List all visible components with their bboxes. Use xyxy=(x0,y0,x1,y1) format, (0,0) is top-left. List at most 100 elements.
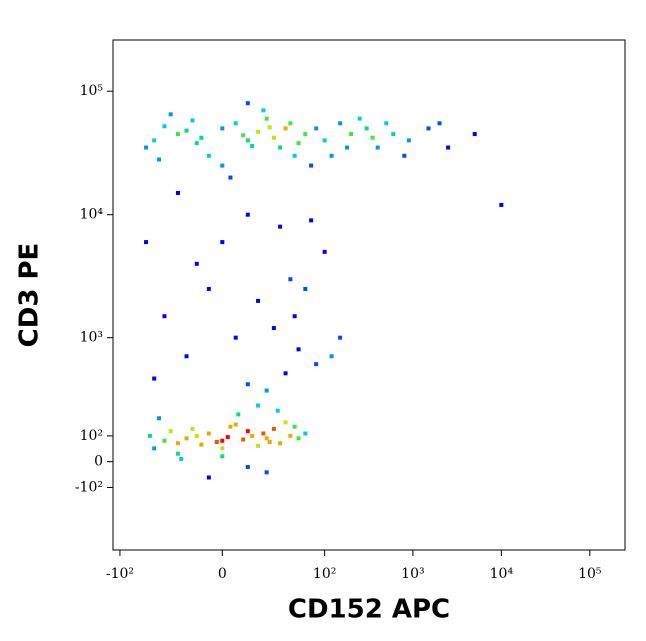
event-dot xyxy=(271,426,276,431)
event-dot xyxy=(245,101,250,106)
event-dot xyxy=(206,475,211,480)
event-dot xyxy=(329,354,334,359)
event-dot xyxy=(250,144,255,149)
x-tick-label: 10⁵ xyxy=(578,566,602,582)
event-dot xyxy=(283,371,288,376)
x-tick-label: 10² xyxy=(313,566,336,582)
event-dot xyxy=(147,433,152,438)
event-dot xyxy=(168,112,173,117)
event-dot xyxy=(233,121,238,126)
event-dot xyxy=(194,141,199,146)
event-dot xyxy=(245,465,250,470)
event-dot xyxy=(233,335,238,340)
y-tick-label: 0 xyxy=(94,454,103,470)
y-tick-label: -10² xyxy=(75,479,103,495)
event-dot xyxy=(214,440,219,445)
event-dot xyxy=(190,118,195,123)
event-dot xyxy=(296,347,301,352)
event-dot xyxy=(245,382,250,387)
y-tick-label: 10² xyxy=(80,428,103,444)
event-dot xyxy=(199,442,204,447)
event-dot xyxy=(152,446,157,451)
event-dot xyxy=(271,326,276,331)
event-dot xyxy=(256,129,261,134)
event-dot xyxy=(228,424,233,429)
event-dot xyxy=(264,470,269,475)
event-dot xyxy=(233,422,238,427)
x-tick-label: 10⁴ xyxy=(490,566,514,582)
event-dot xyxy=(271,135,276,140)
event-dot xyxy=(472,132,477,137)
x-tick-label: 10³ xyxy=(401,566,424,582)
event-dot xyxy=(278,145,283,150)
event-dot xyxy=(288,121,293,126)
event-dot xyxy=(345,145,350,150)
event-dot xyxy=(220,454,225,459)
event-dot xyxy=(152,376,157,381)
event-dot xyxy=(370,135,375,140)
event-dot xyxy=(220,163,225,168)
event-dot xyxy=(264,388,269,393)
event-dot xyxy=(303,132,308,137)
plot-frame xyxy=(112,39,626,551)
event-dot xyxy=(264,116,269,121)
event-dot xyxy=(194,261,199,266)
event-dot xyxy=(245,138,250,143)
event-dot xyxy=(314,126,319,131)
event-dot xyxy=(296,141,301,146)
event-dot xyxy=(194,433,199,438)
event-dot xyxy=(384,121,389,126)
event-dot xyxy=(220,438,225,443)
event-dot xyxy=(190,426,195,431)
event-dot xyxy=(184,436,189,441)
event-dot xyxy=(261,431,266,436)
event-dot xyxy=(275,408,280,413)
event-dot xyxy=(228,175,233,180)
event-dot xyxy=(314,362,319,367)
y-tick-label: 10⁵ xyxy=(80,83,104,99)
event-dot xyxy=(256,298,261,303)
event-dot xyxy=(446,145,451,150)
event-dot xyxy=(322,138,327,143)
event-dot xyxy=(426,126,431,131)
event-dot xyxy=(391,132,396,137)
event-dot xyxy=(338,335,343,340)
event-dot xyxy=(241,133,246,138)
x-axis-title: CD152 APC xyxy=(288,595,450,625)
event-dot xyxy=(220,446,225,451)
event-dot xyxy=(283,420,288,425)
y-tick-label: 10³ xyxy=(80,330,103,346)
event-dot xyxy=(338,121,343,126)
event-dot xyxy=(357,116,362,121)
event-dot xyxy=(175,451,180,456)
event-dot xyxy=(364,126,369,131)
event-dot xyxy=(175,441,180,446)
event-dot xyxy=(206,431,211,436)
event-dot xyxy=(322,249,327,254)
event-dot xyxy=(309,163,314,168)
event-dot xyxy=(296,436,301,441)
event-dot xyxy=(144,145,149,150)
event-dot xyxy=(278,224,283,229)
event-dot xyxy=(157,416,162,421)
event-dot xyxy=(283,126,288,131)
y-axis-title: CD3 PE xyxy=(15,243,45,348)
event-dot xyxy=(225,435,230,440)
x-tick-label: 0 xyxy=(218,566,227,582)
event-dot xyxy=(184,354,189,359)
event-dot xyxy=(256,443,261,448)
event-dot xyxy=(288,277,293,282)
event-dot xyxy=(241,437,246,442)
event-dot xyxy=(278,441,283,446)
event-dot xyxy=(309,218,314,223)
event-dot xyxy=(303,431,308,436)
event-dot xyxy=(288,433,293,438)
event-dot xyxy=(437,121,442,126)
event-dot xyxy=(175,190,180,195)
event-dot xyxy=(261,108,266,113)
event-dot xyxy=(267,125,272,130)
event-dot xyxy=(144,240,149,245)
event-dot xyxy=(329,153,334,158)
event-dot xyxy=(152,138,157,143)
